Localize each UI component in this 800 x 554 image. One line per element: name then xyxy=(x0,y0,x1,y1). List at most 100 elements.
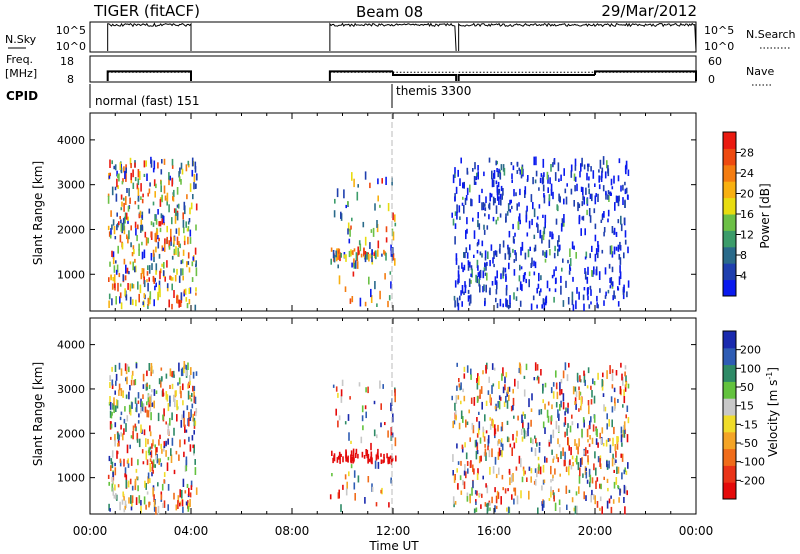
scatter-cell xyxy=(115,373,118,381)
scatter-cell xyxy=(189,444,192,452)
scatter-cell xyxy=(553,495,555,502)
scatter-cell xyxy=(582,473,584,478)
scatter-cell xyxy=(611,372,614,382)
scatter-cell xyxy=(584,268,586,274)
scatter-cell xyxy=(499,247,501,254)
scatter-cell xyxy=(590,301,592,305)
scatter-cell xyxy=(373,429,376,437)
scatter-cell xyxy=(181,367,184,376)
scatter-cell xyxy=(542,175,545,184)
scatter-cell xyxy=(189,492,192,498)
scatter-cell xyxy=(183,240,186,246)
scatter-cell xyxy=(489,260,491,267)
scatter-cell xyxy=(195,203,198,211)
scatter-cell xyxy=(149,396,151,405)
scatter-cell xyxy=(178,275,181,283)
scatter-cell xyxy=(149,458,152,462)
scatter-cell xyxy=(111,250,113,257)
scatter-cell xyxy=(461,202,464,206)
scatter-cell xyxy=(171,255,174,260)
scatter-cell xyxy=(620,362,622,368)
scatter-cell xyxy=(575,252,577,259)
scatter-cell xyxy=(463,264,466,271)
scatter-cell xyxy=(495,180,498,185)
scatter-cell xyxy=(186,261,188,268)
scatter-cell xyxy=(453,502,455,508)
scatter-cell xyxy=(161,448,163,454)
scatter-cell xyxy=(600,483,602,490)
scatter-cell xyxy=(610,506,613,514)
scatter-cell xyxy=(188,218,191,223)
scatter-cell xyxy=(135,497,138,505)
scatter-cell xyxy=(149,431,152,437)
scatter-cell xyxy=(492,179,495,187)
scatter-cell xyxy=(467,260,470,266)
scatter-cell xyxy=(623,389,625,397)
scatter-cell xyxy=(124,275,127,281)
scatter-cell xyxy=(539,466,542,475)
scatter-cell xyxy=(137,187,140,196)
scatter-cell xyxy=(578,391,581,400)
colorbar-tick-label: -15 xyxy=(740,418,758,431)
scatter-cell xyxy=(120,368,123,376)
scatter-cell xyxy=(610,396,613,403)
scatter-cell xyxy=(610,245,613,255)
scatter-cell xyxy=(152,470,154,474)
scatter-cell xyxy=(615,246,618,251)
freq-segment xyxy=(392,71,458,81)
scatter-cell xyxy=(351,296,354,303)
scatter-cell xyxy=(190,398,193,402)
scatter-cell xyxy=(619,488,621,496)
scatter-cell xyxy=(513,292,515,300)
scatter-cell xyxy=(538,442,541,446)
scatter-cell xyxy=(536,222,538,228)
scatter-cell xyxy=(511,205,513,210)
scatter-cell xyxy=(495,250,498,257)
scatter-cell xyxy=(341,379,344,386)
scatter-cell xyxy=(578,203,581,208)
scatter-cell xyxy=(157,162,159,169)
scatter-cell xyxy=(605,190,607,196)
scatter-cell xyxy=(118,440,120,447)
scatter-cell xyxy=(537,375,539,379)
scatter-cell xyxy=(368,458,371,462)
scatter-cell xyxy=(129,444,131,449)
scatter-cell xyxy=(166,283,169,289)
scatter-cell xyxy=(528,271,531,277)
scatter-cell xyxy=(526,205,528,212)
scatter-cell xyxy=(485,452,487,461)
velocity-scatter xyxy=(107,361,630,515)
nsky-label: N.Sky xyxy=(5,33,37,46)
scatter-cell xyxy=(134,201,137,205)
scatter-cell xyxy=(613,426,615,435)
scatter-cell xyxy=(590,399,593,405)
scatter-cell xyxy=(382,384,384,389)
scatter-cell xyxy=(355,452,357,458)
scatter-cell xyxy=(530,419,532,427)
scatter-cell xyxy=(355,252,358,261)
scatter-cell xyxy=(602,372,604,378)
scatter-cell xyxy=(117,484,120,488)
scatter-cell xyxy=(541,503,544,511)
scatter-cell xyxy=(526,232,529,237)
scatter-cell xyxy=(530,476,532,483)
scatter-cell xyxy=(191,261,194,267)
scatter-cell xyxy=(384,273,386,280)
scatter-cell xyxy=(538,290,541,296)
scatter-cell xyxy=(167,484,170,491)
scatter-cell xyxy=(513,442,516,449)
scatter-cell xyxy=(479,492,481,497)
scatter-cell xyxy=(548,442,551,447)
scatter-cell xyxy=(480,455,482,462)
scatter-cell xyxy=(386,453,388,459)
scatter-cell xyxy=(114,434,116,442)
scatter-cell xyxy=(108,455,111,462)
scatter-cell xyxy=(522,275,525,282)
scatter-cell xyxy=(461,262,463,269)
scatter-cell xyxy=(542,298,545,305)
scatter-cell xyxy=(468,295,471,299)
scatter-cell xyxy=(502,386,505,394)
scatter-cell xyxy=(480,386,483,394)
scatter-cell xyxy=(477,239,480,245)
scatter-cell xyxy=(487,502,489,512)
